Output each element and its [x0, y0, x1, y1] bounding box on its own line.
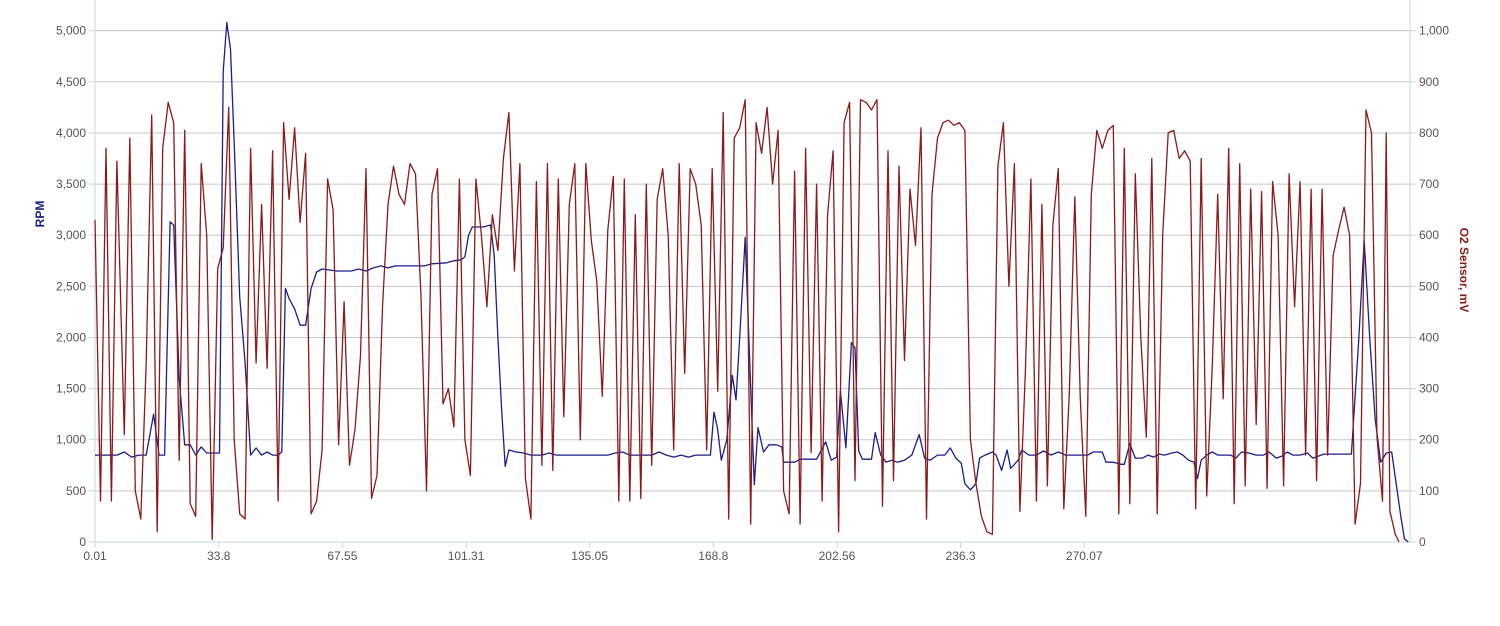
right-tick-label: 100: [1419, 484, 1439, 498]
right-tick-label: 800: [1419, 126, 1439, 140]
x-tick-label: 67.55: [327, 549, 357, 563]
left-tick-label: 3,000: [56, 228, 86, 242]
left-axis-title: RPM: [33, 201, 47, 228]
x-tick-label: 101.31: [448, 549, 485, 563]
x-axis-ticks: 0.01 33.8 67.55 101.31 135.05 168.8 202.56 236.…: [83, 542, 1103, 563]
right-tick-label: 500: [1419, 279, 1439, 293]
grid-lines: [95, 30, 1410, 492]
left-tick-label: 2,000: [56, 330, 86, 344]
left-tick-label: 2,500: [56, 279, 86, 293]
x-tick-label: 168.8: [698, 549, 728, 563]
right-tick-label: 400: [1419, 330, 1439, 344]
right-y-axis-ticks: 0 100 200 300 400 500 600 700 800 900 1,000: [1410, 24, 1449, 549]
rpm-series-line: [95, 21, 1409, 543]
left-tick-label: 4,500: [56, 75, 86, 89]
right-tick-label: 1,000: [1419, 24, 1449, 38]
x-tick-label: 135.05: [571, 549, 608, 563]
left-tick-label: 1,500: [56, 382, 86, 396]
right-tick-label: 200: [1419, 433, 1439, 447]
right-tick-label: 0: [1419, 535, 1426, 549]
series-lines: [94, 21, 1409, 543]
x-tick-label: 0.01: [83, 549, 107, 563]
left-y-axis-ticks: 0 500 1,000 1,500 2,000 2,500 3,000 3,500 4,000 4…: [56, 24, 95, 549]
right-tick-label: 600: [1419, 228, 1439, 242]
right-tick-label: 700: [1419, 177, 1439, 191]
left-tick-label: 5,000: [56, 24, 86, 38]
left-tick-label: 4,000: [56, 126, 86, 140]
left-tick-label: 0: [79, 535, 86, 549]
right-axis-title: O2 Sensor, mV: [1457, 228, 1471, 313]
o2-sensor-series-line: [94, 99, 1400, 543]
x-tick-label: 270.07: [1066, 549, 1103, 563]
right-tick-label: 900: [1419, 75, 1439, 89]
left-tick-label: 500: [66, 484, 86, 498]
x-tick-label: 33.8: [207, 549, 231, 563]
x-tick-label: 202.56: [819, 549, 856, 563]
left-tick-label: 1,000: [56, 433, 86, 447]
right-tick-label: 300: [1419, 382, 1439, 396]
left-tick-label: 3,500: [56, 177, 86, 191]
x-tick-label: 236.3: [946, 549, 976, 563]
